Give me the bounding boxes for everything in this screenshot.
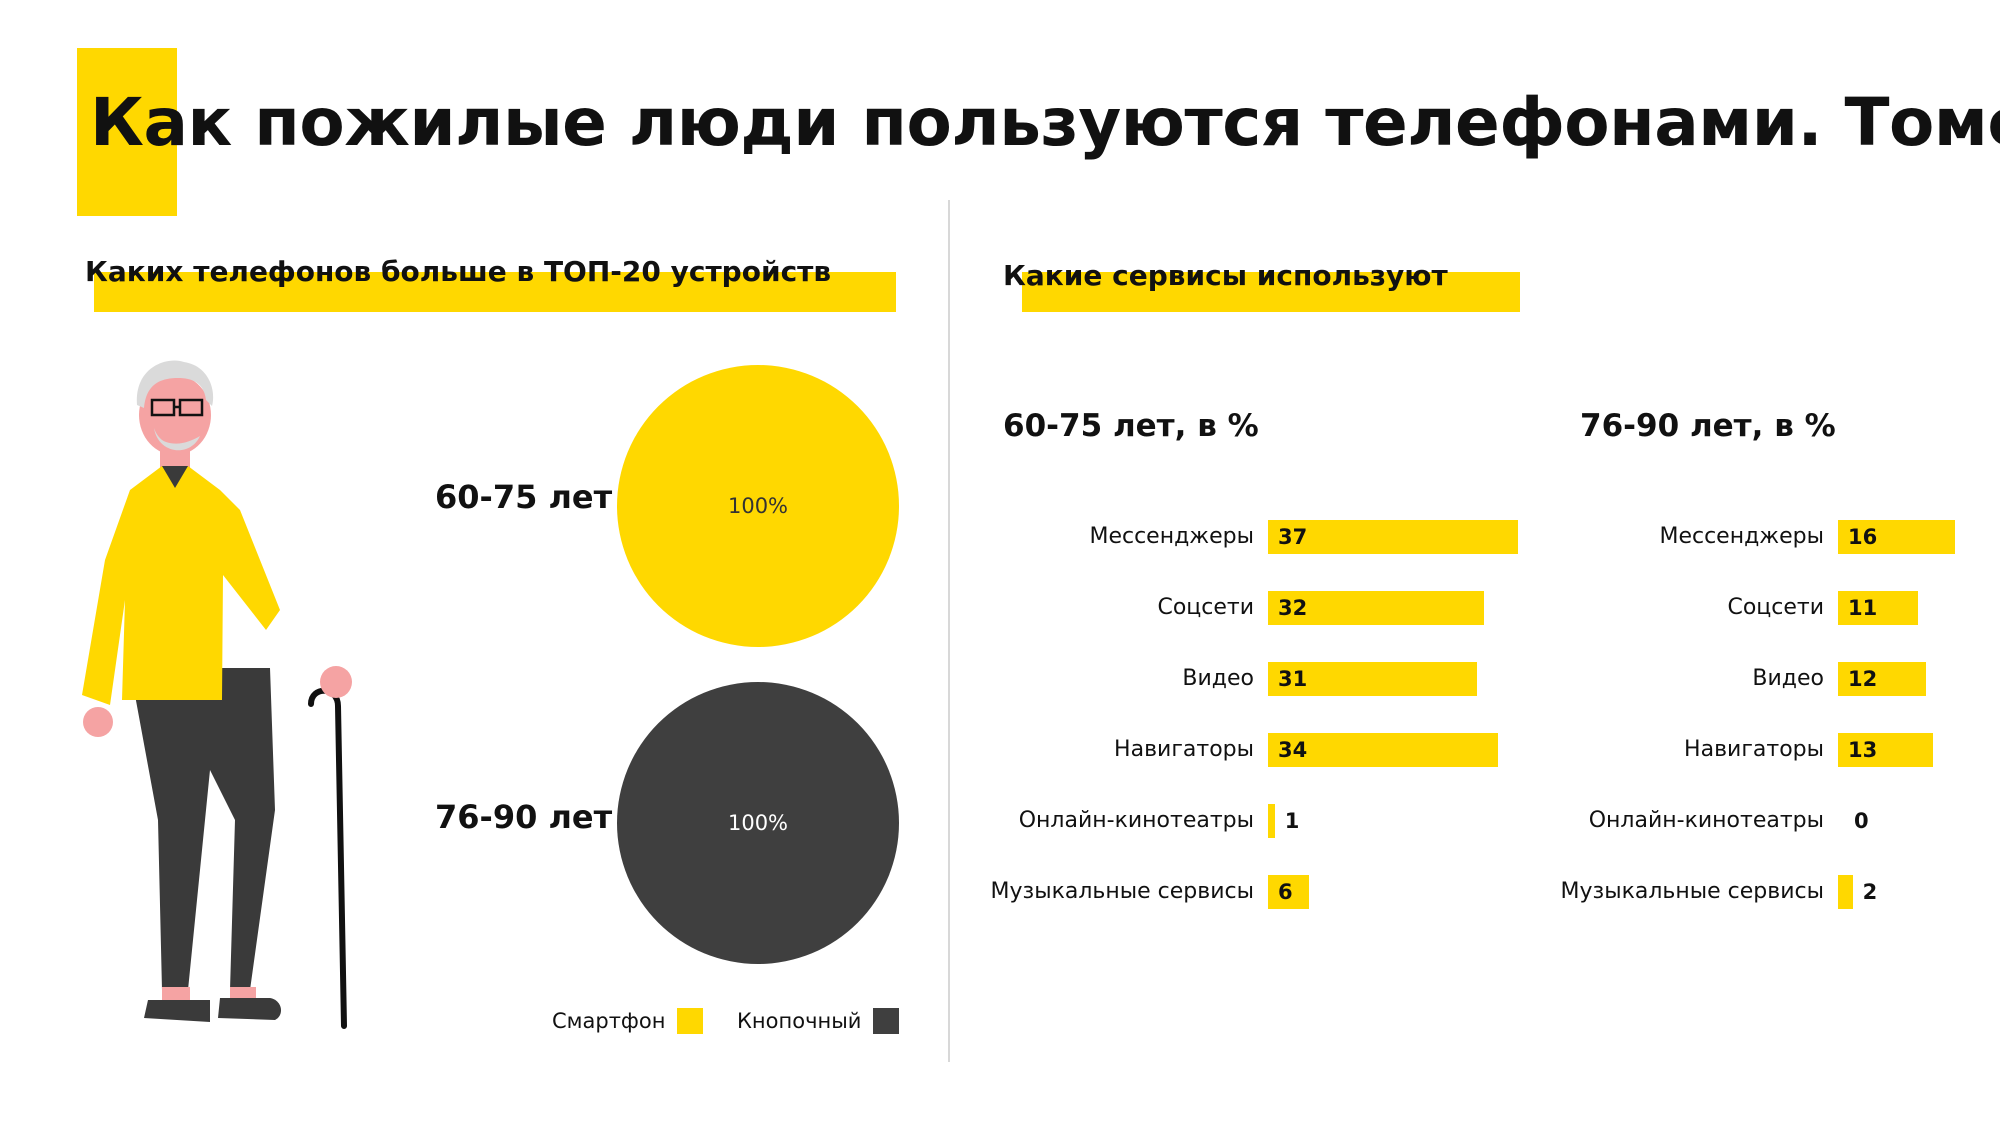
bar-value-label: 1 [1284,809,1300,833]
bar-category-label: Мессенджеры [1089,524,1254,549]
age-label-76-90: 76-90 лет [435,798,613,836]
bar-value-label: 2 [1862,880,1878,904]
bar [1268,733,1498,767]
bar-value-label: 13 [1848,738,1878,762]
bar-value-label: 37 [1278,525,1308,549]
bar-category-label: Онлайн-кинотеатры [1588,808,1824,833]
bar [1268,520,1518,554]
bar-value-label: 0 [1854,809,1869,833]
bar-value-label: 6 [1278,880,1293,904]
age-label-60-75: 60-75 лет [435,478,613,516]
bar-value-label: 31 [1278,667,1308,691]
bar-category-label: Мессенджеры [1659,524,1824,549]
right-section-heading: Какие сервисы используют [1003,259,1448,292]
legend-label: Кнопочный [737,1009,862,1033]
bar-category-label: Музыкальные сервисы [990,879,1254,904]
bar-category-label: Видео [1182,666,1254,691]
bar-category-label: Видео [1752,666,1824,691]
bar-chart-title-60-75: 60-75 лет, в % [1003,408,1259,444]
bar [1268,662,1478,696]
legend-swatch-button-phone [873,1008,900,1034]
bar-value-label: 12 [1848,667,1878,691]
bar [1838,662,1926,696]
page-title: Как пожилые люди пользуются телефонами. … [90,84,2000,161]
bar-chart-title-76-90: 76-90 лет, в % [1580,408,1836,444]
bar-category-label: Навигаторы [1684,737,1824,762]
bar [1838,520,1955,554]
bar [1268,591,1484,625]
bar-value-label: 34 [1278,738,1308,762]
bar-category-label: Онлайн-кинотеатры [1018,808,1254,833]
legend-item-smartphone: Смартфон [552,1008,704,1034]
bar [1838,591,1919,625]
left-section-heading: Каких телефонов больше в ТОП-20 устройст… [85,255,832,288]
legend-label: Смартфон [552,1009,666,1033]
button-phone-circle-76-90: 100% [617,682,899,964]
bar-chart-60-75: Мессенджеры 37 Соцсети 32 Видео 31 Навигаторы 3… [991,520,1568,920]
left-heading-highlight [94,272,896,312]
bar [1838,733,1933,767]
legend-item-button-phone: Кнопочный [737,1008,900,1034]
bar-category-label: Навигаторы [1114,737,1254,762]
right-heading-highlight [1022,272,1520,312]
bar [1838,875,1853,909]
section-divider [948,200,950,1062]
bar-category-label: Соцсети [1157,595,1254,620]
title-accent [77,48,177,216]
circle-value-label: 100% [727,811,789,835]
legend-swatch-smartphone [677,1008,704,1034]
bar [1268,804,1275,838]
bar-value-label: 11 [1848,596,1878,620]
circle-value-label: 100% [727,494,789,518]
bar [1268,875,1309,909]
smartphone-circle-60-75: 100% [617,365,899,647]
bar-category-label: Музыкальные сервисы [1560,879,1824,904]
bar-value-label: 16 [1848,525,1878,549]
bar-category-label: Соцсети [1727,595,1824,620]
bar-value-label: 32 [1278,596,1308,620]
bar-chart-76-90: Мессенджеры 16 Соцсети 11 Видео 12 Навигаторы 1… [1561,520,1978,920]
elderly-man-illustration [82,360,352,1029]
